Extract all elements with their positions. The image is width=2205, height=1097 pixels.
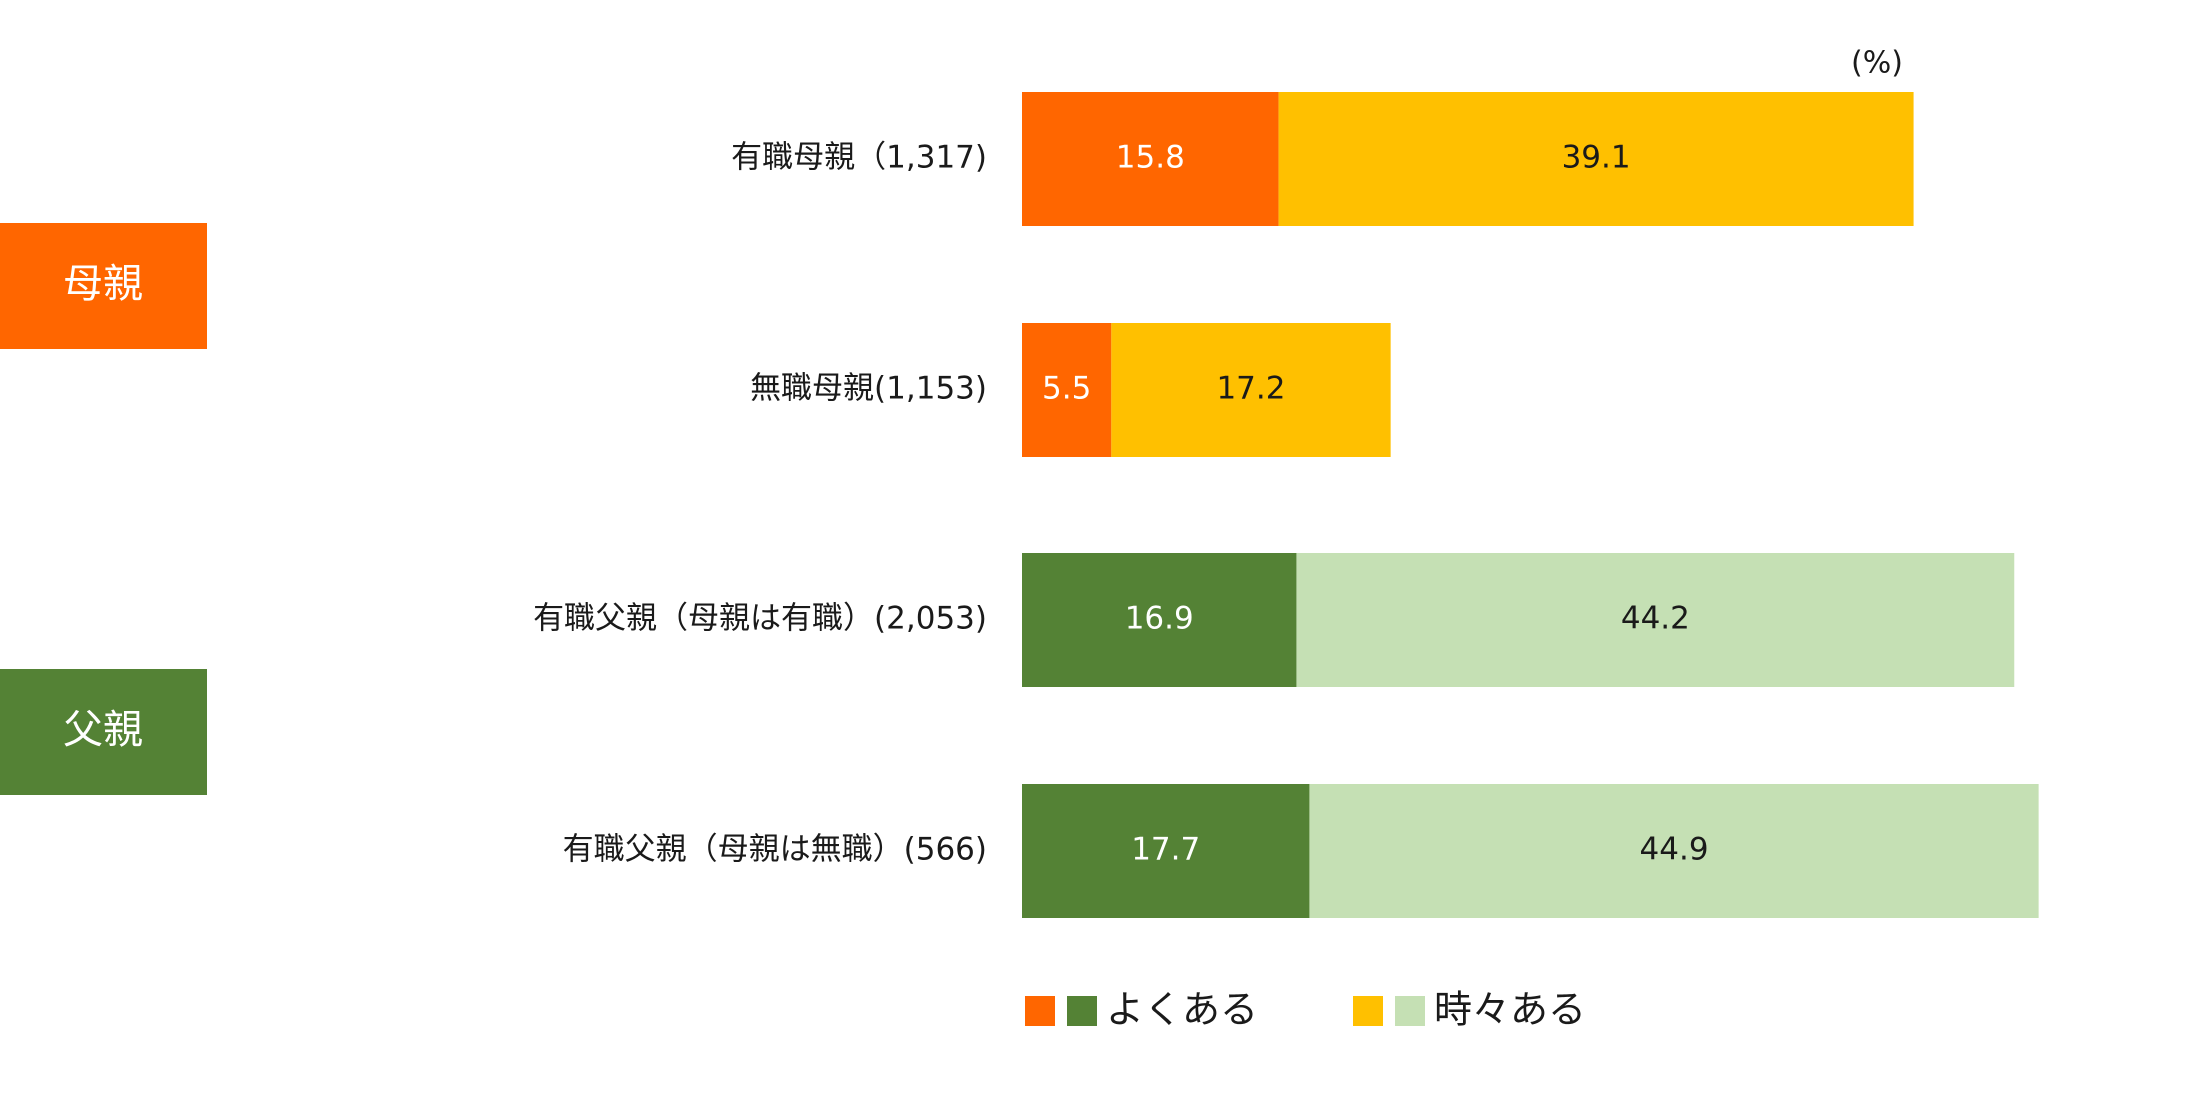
bar-segment-often (1022, 323, 1112, 457)
group-tag-father (0, 669, 207, 795)
data-label: 17.2 (1216, 371, 1285, 407)
bar-segment-sometimes (1309, 784, 2039, 918)
bar-segment-sometimes (1278, 92, 1914, 226)
bars-layer: 有職母親（1,317) 15.8 39.1 無職母親(1,153) 5.5 17.2 有職父… (533, 92, 2039, 918)
category-label: 無職母親(1,153) (750, 371, 987, 407)
bar-segment-often (1022, 92, 1279, 226)
legend: よくある 時々ある (1025, 988, 1586, 1032)
group-tag-mother (0, 223, 207, 349)
bar-segment-often (1022, 553, 1297, 687)
data-label: 17.7 (1131, 832, 1200, 868)
legend-label-sometimes: 時々ある (1434, 988, 1586, 1032)
legend-swatch-often-mother (1025, 996, 1055, 1026)
bar-segment-sometimes (1296, 553, 2015, 687)
legend-label-often: よくある (1106, 988, 1258, 1032)
data-label: 16.9 (1125, 601, 1194, 637)
bar-segment-sometimes (1111, 323, 1391, 457)
data-label: 5.5 (1042, 371, 1091, 407)
data-label: 15.8 (1116, 140, 1185, 176)
category-label: 有職父親（母親は有職）(2,053) (533, 601, 987, 637)
bar-segment-often (1022, 784, 1310, 918)
data-label: 39.1 (1562, 140, 1631, 176)
data-label: 44.9 (1640, 832, 1709, 868)
data-label: 44.2 (1621, 601, 1690, 637)
legend-swatch-often-father (1067, 996, 1097, 1026)
legend-swatch-sometimes-mother (1353, 996, 1383, 1026)
unit-label: (%) (1851, 46, 1903, 81)
category-label: 有職母親（1,317) (731, 140, 987, 176)
legend-swatch-sometimes-father (1395, 996, 1425, 1026)
category-label: 有職父親（母親は無職）(566) (563, 832, 987, 868)
group-tag-mother-label: 母親 (63, 261, 143, 307)
group-tag-father-label: 父親 (63, 707, 143, 753)
